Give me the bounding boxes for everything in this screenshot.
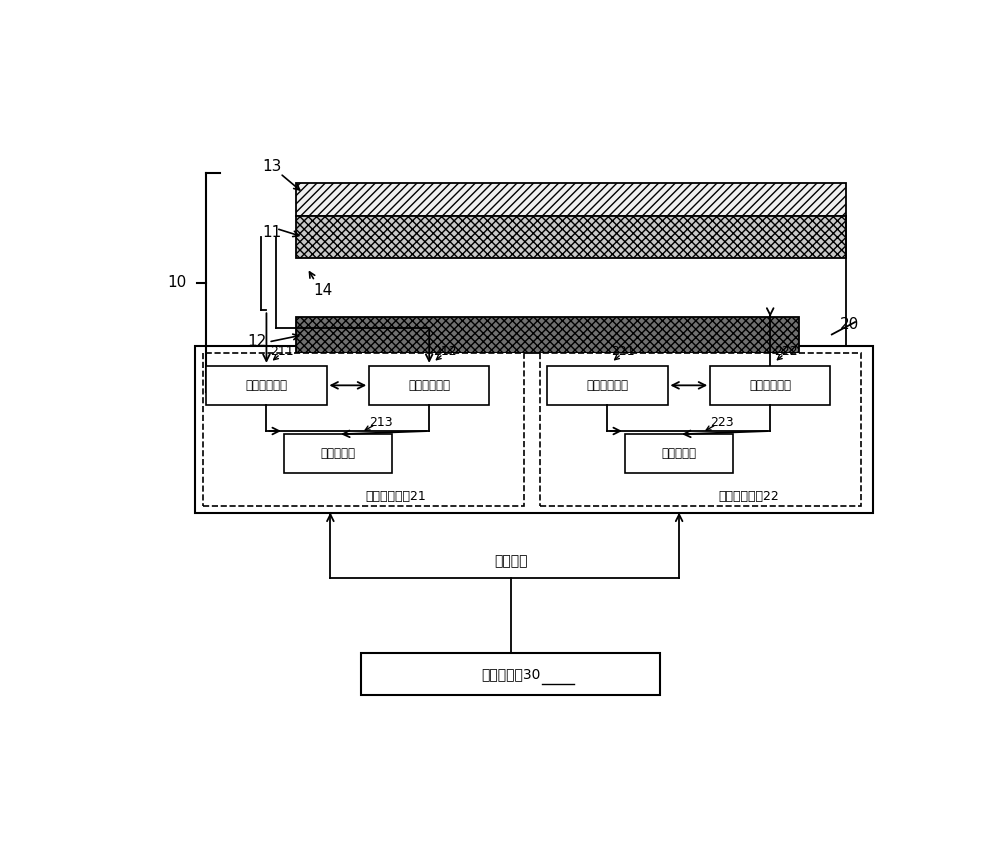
Text: 20: 20 [840,317,859,332]
Bar [547,366,668,405]
Text: 触控驱动单元: 触控驱动单元 [245,379,287,392]
Text: 时序控制器30: 时序控制器30 [481,667,540,681]
Text: 第二处理器: 第二处理器 [662,447,697,460]
Text: 10: 10 [167,275,187,291]
Text: 13: 13 [263,159,282,174]
Bar [296,317,799,352]
Text: 213: 213 [369,416,393,429]
Bar [361,653,660,695]
Text: 第一处理器: 第一处理器 [321,447,356,460]
Text: 14: 14 [313,283,332,298]
Text: 11: 11 [263,225,282,241]
Text: 压力检测模块22: 压力检测模块22 [718,490,779,503]
Text: 221: 221 [611,345,635,358]
Text: 压力驱动单元: 压力驱动单元 [586,379,628,392]
Text: 12: 12 [247,335,266,350]
Text: 222: 222 [774,345,798,358]
Bar [540,352,861,506]
Bar [296,183,846,216]
Text: 触控检测模块21: 触控检测模块21 [365,490,426,503]
Bar [284,435,392,473]
Bar [625,435,733,473]
Text: 212: 212 [433,345,456,358]
Bar [206,366,326,405]
Bar [195,346,873,512]
Text: 同步信号: 同步信号 [494,555,527,568]
Text: 压力感测单元: 压力感测单元 [749,379,791,392]
Bar [202,352,524,506]
Bar [369,366,489,405]
Bar [296,216,846,258]
Text: 211: 211 [270,345,294,358]
Bar [710,366,830,405]
Text: 触控感测单元: 触控感测单元 [408,379,450,392]
Text: 223: 223 [710,416,734,429]
